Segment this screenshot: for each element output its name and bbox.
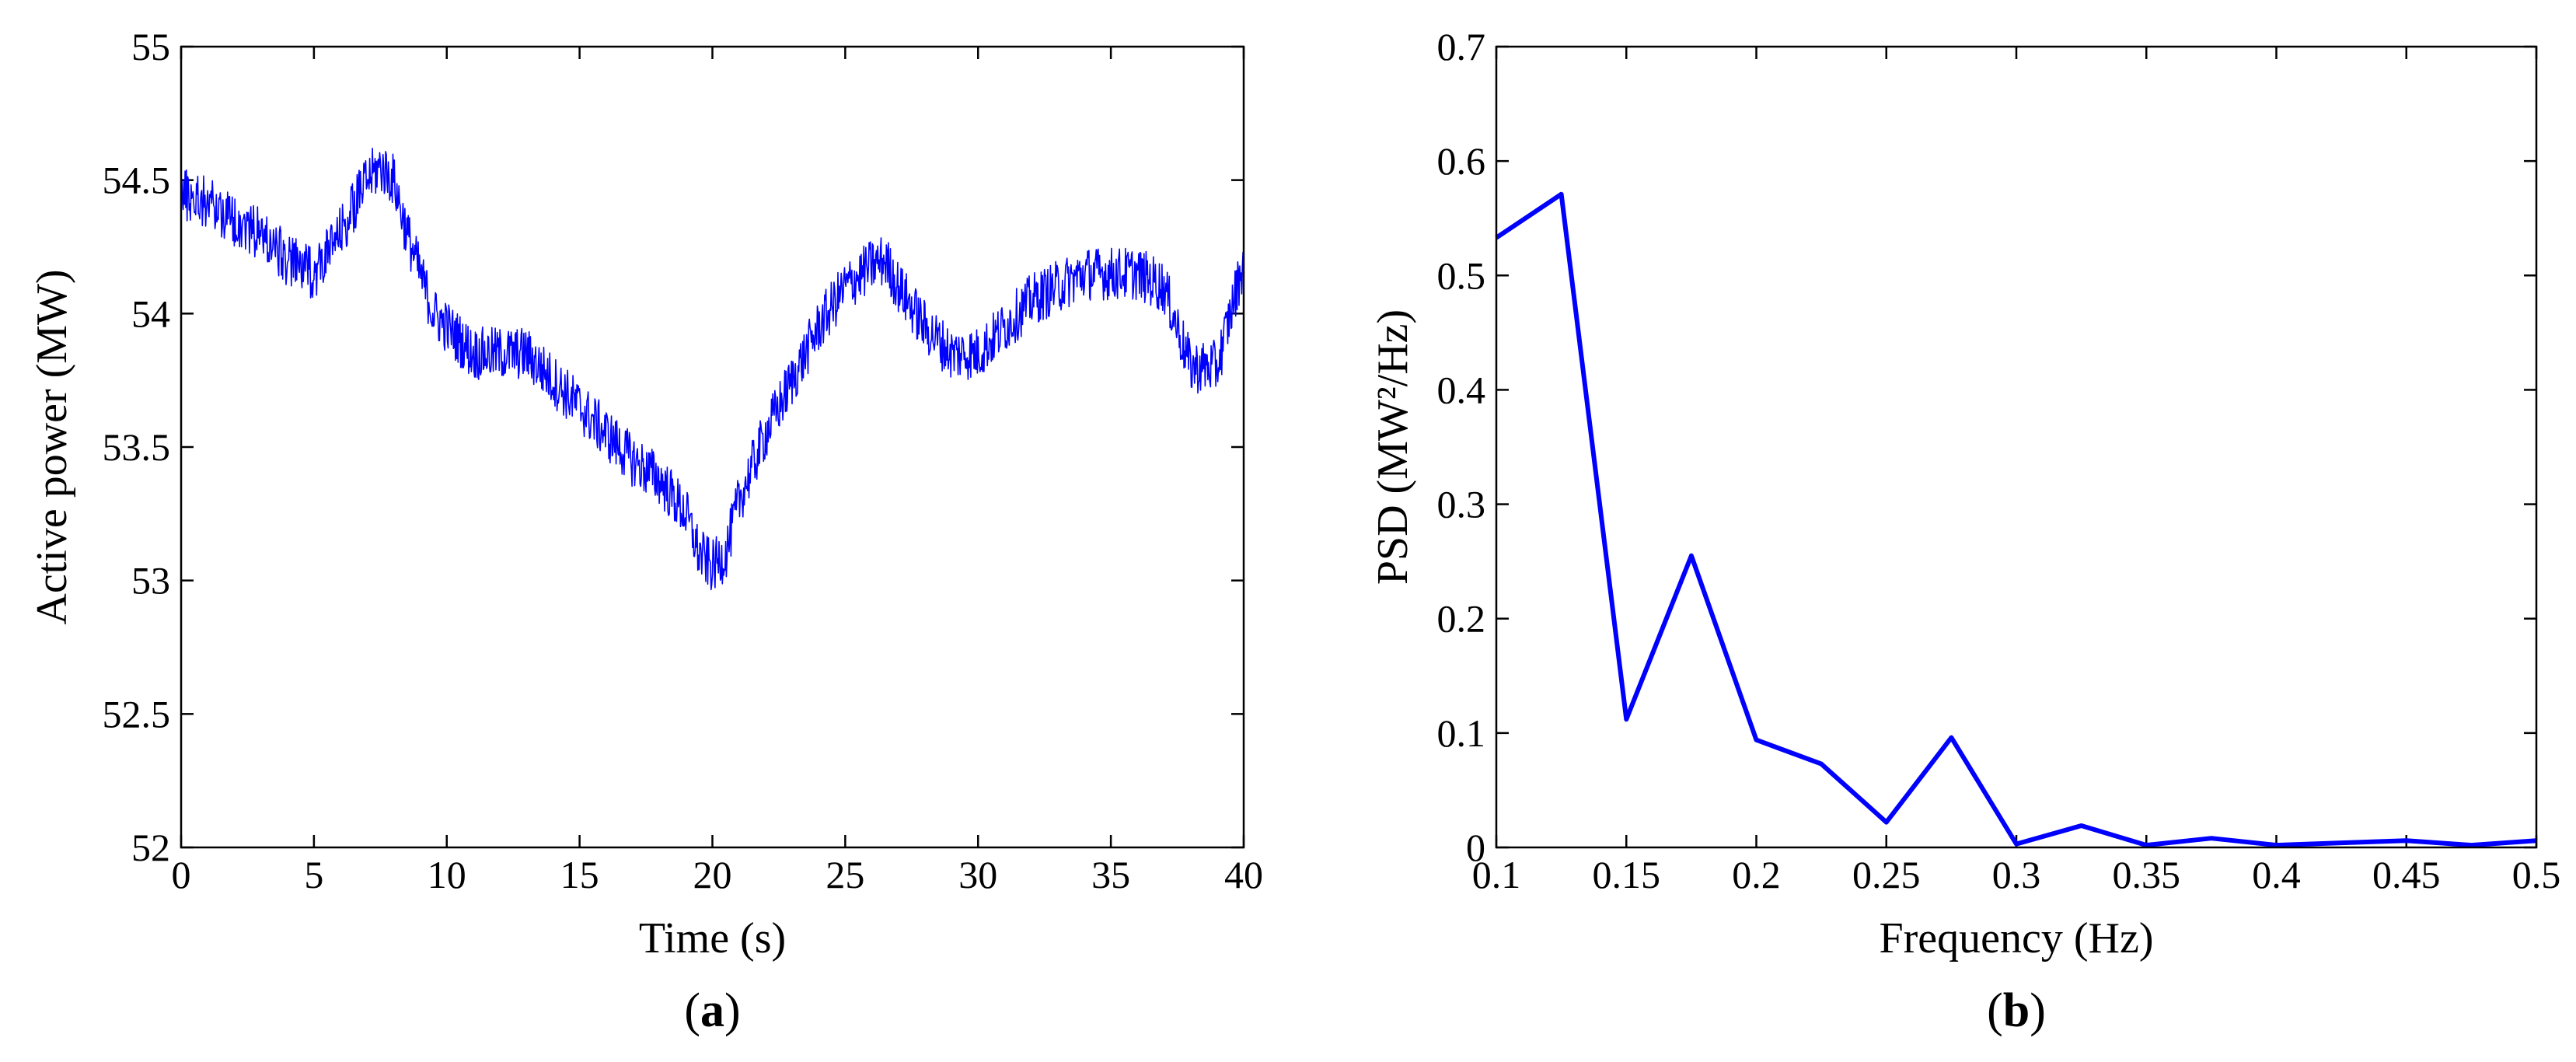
panel-label-a-letter: a xyxy=(700,984,724,1037)
chart-b-x-tick-label: 0.5 xyxy=(2512,853,2561,896)
chart-b-x-tick-label: 0.45 xyxy=(2372,853,2441,896)
chart-b-x-tick-label: 0.25 xyxy=(1852,853,1921,896)
chart-a-axes-frame xyxy=(180,45,1245,849)
chart-a-x-axis-label: Time (s) xyxy=(639,914,786,962)
chart-a-x-tick-label: 20 xyxy=(693,853,732,896)
chart-b-x-tick-label: 0.2 xyxy=(1732,853,1781,896)
chart-b-ticks xyxy=(1495,45,2538,849)
chart-b-y-tick-label: 0.2 xyxy=(1437,597,1486,641)
chart-a-y-tick-label: 52.5 xyxy=(103,692,171,735)
panel-label-b-letter: b xyxy=(2003,984,2030,1037)
panel-label-b-open: ( xyxy=(1987,984,2003,1037)
chart-a-y-tick-label: 54.5 xyxy=(103,159,171,202)
chart-b-x-tick-label: 0.1 xyxy=(1472,853,1521,896)
chart-a-y-tick-label: 52 xyxy=(131,826,170,869)
panel-label-a: (a) xyxy=(684,984,740,1037)
chart-a-series xyxy=(180,148,1244,591)
chart-a-x-tick-label: 40 xyxy=(1224,853,1263,896)
chart-a-y-axis-label: Active power (MW) xyxy=(28,269,76,624)
chart-b-x-axis-label: Frequency (Hz) xyxy=(1880,914,2154,962)
chart-a-ticks xyxy=(180,45,1245,849)
chart-a-x-tick-label: 35 xyxy=(1091,853,1130,896)
chart-panel-a: 0 5 10 15 20 25 30 35 40 52 52.5 53 53.5 54 54.5 55 Tim… xyxy=(28,25,1263,1037)
chart-b-x-tick-label: 0.15 xyxy=(1593,853,1661,896)
chart-a-y-tick-label: 54 xyxy=(131,292,170,335)
chart-b-x-tick-label: 0.35 xyxy=(2113,853,2181,896)
chart-a-x-tick-label: 25 xyxy=(826,853,864,896)
chart-b-tick-labels: 0.1 0.15 0.2 0.25 0.3 0.35 0.4 0.45 0.500.10.20.… xyxy=(1437,25,2561,896)
chart-panel-b: 0.1 0.15 0.2 0.25 0.3 0.35 0.4 0.45 0.500.10.20.… xyxy=(1369,25,2560,1037)
chart-b-y-tick-label: 0.3 xyxy=(1437,483,1486,526)
chart-b-x-tick-label: 0.4 xyxy=(2252,853,2301,896)
panel-label-b-close: ) xyxy=(2030,984,2046,1037)
panel-label-a-open: ( xyxy=(684,984,700,1037)
chart-a-series-line-0 xyxy=(180,148,1244,591)
chart-a-x-tick-label: 10 xyxy=(428,853,466,896)
chart-b-y-axis-label: PSD (MW²/Hz) xyxy=(1369,309,1417,585)
chart-a-tick-labels: 0 5 10 15 20 25 30 35 40 52 52.5 53 53.5 54 54.5 55 xyxy=(103,25,1264,896)
chart-b-y-tick-label: 0.7 xyxy=(1437,25,1486,68)
chart-b-y-tick-label: 0.1 xyxy=(1437,711,1486,755)
chart-a-x-tick-label: 5 xyxy=(304,853,323,896)
chart-b-series xyxy=(1495,191,2537,848)
chart-b-axes-frame xyxy=(1495,45,2538,849)
chart-b-y-tick-label: 0.4 xyxy=(1437,368,1486,411)
panel-label-a-close: ) xyxy=(724,984,741,1037)
chart-a-x-tick-label: 15 xyxy=(560,853,599,896)
chart-a-y-tick-label: 53.5 xyxy=(103,425,171,469)
chart-a-y-tick-label: 55 xyxy=(131,25,170,68)
chart-a-x-tick-label: 0 xyxy=(172,853,191,896)
panel-label-b: (b) xyxy=(1987,984,2046,1037)
chart-b-y-tick-label: 0 xyxy=(1466,826,1485,869)
chart-b-y-tick-label: 0.5 xyxy=(1437,253,1486,297)
chart-b-y-tick-label: 0.6 xyxy=(1437,139,1486,183)
chart-a-x-tick-label: 30 xyxy=(958,853,997,896)
chart-b-series-line-0 xyxy=(1495,191,2537,848)
chart-a-y-tick-label: 53 xyxy=(131,559,170,603)
chart-b-x-tick-label: 0.3 xyxy=(1992,853,2041,896)
